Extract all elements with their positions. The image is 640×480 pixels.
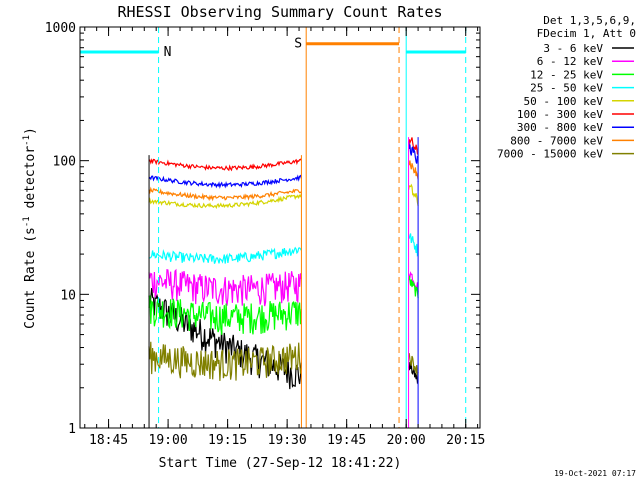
series-8-segment-1 xyxy=(148,341,302,381)
y-tick-label-1: 10 xyxy=(60,288,76,303)
legend-label-5: 100 - 300 keV xyxy=(517,108,603,121)
y-axis-label: Count Rate (s-1 detector-1) xyxy=(22,127,38,329)
flag-1-label: S xyxy=(294,37,302,52)
series-3-segment-2 xyxy=(408,233,419,257)
x-tick-label-3: 19:30 xyxy=(268,433,307,448)
y-tick-label-3: 1000 xyxy=(45,21,76,36)
x-axis-label: Start Time (27-Sep-12 18:41:22) xyxy=(159,456,402,471)
legend-label-8: 7000 - 15000 keV xyxy=(497,148,603,161)
legend-label-1: 6 - 12 keV xyxy=(537,55,604,68)
y-axis-label-end: ) xyxy=(23,127,38,135)
y-tick-label-0: 1 xyxy=(68,422,76,437)
legend-label-0: 3 - 6 keV xyxy=(543,42,603,55)
series-0-segment-2 xyxy=(408,361,419,385)
legend: Det 1,3,5,6,9,FDecim 1, Att 0 3 - 6 keV6 … xyxy=(497,14,636,161)
x-tick-label-4: 19:45 xyxy=(327,433,366,448)
legend-label-4: 50 - 100 keV xyxy=(524,95,604,108)
axes: 1 10 100 1000 18:45 19:00 19:15 19:30 19:45 20:00… xyxy=(45,21,486,448)
y-tick-label-2: 100 xyxy=(53,155,76,170)
legend-label-3: 25 - 50 keV xyxy=(530,82,603,95)
series-6-segment-1 xyxy=(148,174,302,189)
series-3-segment-1 xyxy=(148,246,302,264)
y-axis-label-sup2: -1 xyxy=(22,135,32,146)
series-5-segment-1 xyxy=(148,158,302,172)
chart-title: RHESSI Observing Summary Count Rates xyxy=(117,3,442,21)
y-axis-label-main: Count Rate (s xyxy=(23,227,38,329)
series-2-segment-2 xyxy=(408,275,419,299)
flag-0-label: N xyxy=(164,45,172,60)
series-2-segment-1 xyxy=(148,295,302,335)
plot-area xyxy=(148,137,419,428)
legend-header-0: Det 1,3,5,6,9, xyxy=(543,14,636,27)
svg-text:Count Rate (s-1 detector-1): Count Rate (s-1 detector-1) xyxy=(22,127,38,329)
legend-label-7: 800 - 7000 keV xyxy=(510,134,603,147)
series-6-segment-2 xyxy=(408,141,419,164)
x-tick-label-2: 19:15 xyxy=(208,433,247,448)
x-tick-label-0: 18:45 xyxy=(89,433,128,448)
legend-header-1: FDecim 1, Att 0 xyxy=(537,27,636,40)
series-7-segment-1 xyxy=(148,186,302,202)
x-tick-label-1: 19:00 xyxy=(149,433,188,448)
legend-label-6: 300 - 800 keV xyxy=(517,121,603,134)
x-tick-label-6: 20:15 xyxy=(446,433,485,448)
series-4-segment-2 xyxy=(408,183,419,207)
timestamp: 19-Oct-2021 07:17 xyxy=(554,469,636,478)
legend-label-2: 12 - 25 keV xyxy=(530,68,603,81)
y-axis-label-sup1: -1 xyxy=(22,216,32,227)
series-1-segment-1 xyxy=(148,268,302,307)
series-4-segment-1 xyxy=(148,193,302,210)
series-5-segment-2 xyxy=(408,137,419,155)
series-7-segment-2 xyxy=(408,160,419,180)
series-8-segment-2 xyxy=(408,353,419,377)
y-axis-label-mid: detector xyxy=(23,146,38,217)
x-tick-label-5: 20:00 xyxy=(387,433,426,448)
plot-frame xyxy=(79,26,481,429)
